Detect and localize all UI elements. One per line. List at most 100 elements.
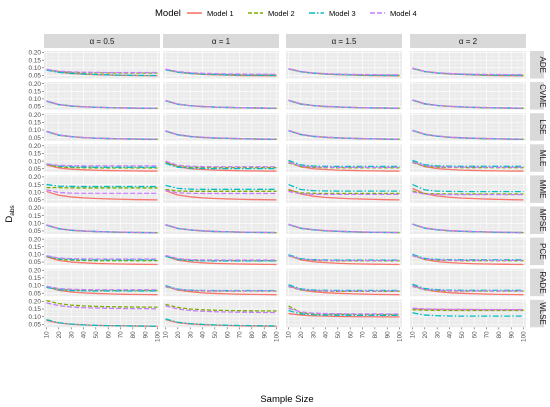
panel (410, 144, 526, 172)
column-strip (286, 34, 402, 48)
column-strip (44, 34, 160, 48)
panel (286, 206, 402, 234)
series-line (288, 129, 400, 140)
series-line (165, 305, 277, 314)
series-line (288, 285, 400, 292)
y-tick-label: 0.10 (29, 221, 42, 228)
x-tick-label: 80 (249, 331, 256, 339)
row-strip-label: MPSE (538, 209, 547, 232)
series-line (412, 312, 524, 317)
series-line (46, 286, 158, 292)
y-tick-label: 0.20 (29, 205, 42, 212)
series-line (46, 302, 158, 310)
panel (44, 82, 160, 110)
x-tick-label: 60 (347, 331, 354, 339)
row-strip-label: MLE (538, 150, 547, 166)
row-strip (530, 268, 544, 297)
panel (44, 144, 160, 172)
series-line (165, 285, 277, 292)
panel (44, 51, 160, 79)
panel (163, 175, 279, 203)
panel (410, 268, 526, 297)
series-line (288, 183, 400, 192)
panel (410, 51, 526, 79)
panel (286, 51, 402, 79)
x-tick-label: 70 (118, 331, 125, 339)
column-strip-label: α = 2 (459, 37, 478, 46)
series-line (288, 255, 400, 262)
x-tick-label: 60 (105, 331, 112, 339)
y-tick-label: 0.05 (29, 73, 42, 80)
y-tick-label: 0.10 (29, 283, 42, 290)
series-line (165, 255, 277, 262)
series-line (288, 160, 400, 172)
x-tick-label: 30 (310, 331, 317, 339)
y-tick-label: 0.05 (29, 259, 42, 266)
x-tick-label: 40 (447, 331, 454, 339)
x-tick-label: 60 (471, 331, 478, 339)
series-line (46, 189, 158, 194)
x-tick-label: 60 (224, 331, 231, 339)
y-tick-label: 0.05 (29, 321, 42, 328)
series-line (46, 164, 158, 172)
series-line (288, 309, 400, 317)
panel (286, 113, 402, 141)
panel (163, 206, 279, 234)
panel (163, 268, 279, 297)
legend-entry: Model 3 (329, 9, 356, 18)
y-tick-label: 0.20 (29, 236, 42, 243)
strip-prefix: α = (332, 37, 346, 46)
series-line (412, 309, 524, 312)
y-tick-label: 0.15 (29, 151, 42, 158)
x-axis-title: Sample Size (260, 394, 313, 405)
panel (410, 237, 526, 266)
x-tick-label: 80 (130, 331, 137, 339)
y-tick-label: 0.10 (29, 189, 42, 196)
series-line (412, 160, 524, 172)
strip-prefix: α = (90, 37, 104, 46)
row-strip (530, 206, 544, 234)
row-strip (530, 82, 544, 110)
x-tick-label: 90 (384, 331, 391, 339)
y-tick-label: 0.15 (29, 88, 42, 95)
x-tick-label: 10 (286, 331, 293, 339)
strip-value: 1.5 (345, 37, 357, 46)
y-axis-title-main: D (4, 216, 15, 223)
x-tick-label: 90 (142, 331, 149, 339)
x-tick-label: 40 (81, 331, 88, 339)
y-tick-label: 0.05 (29, 135, 42, 142)
x-tick-label: 70 (237, 331, 244, 339)
y-tick-label: 0.05 (29, 290, 42, 297)
row-strip-label: CVME (538, 84, 547, 107)
y-tick-label: 0.05 (29, 228, 42, 235)
x-tick-label: 20 (175, 331, 182, 339)
strip-value: 1 (226, 37, 231, 46)
series-line (165, 303, 277, 312)
series-line (412, 254, 524, 262)
x-tick-label: 10 (410, 331, 417, 339)
panel (163, 237, 279, 266)
series-line (165, 190, 277, 201)
series-line (165, 162, 277, 170)
panel: 10 20 30 40 50 60 70 80 90 100 (163, 299, 281, 342)
series-line (165, 162, 277, 169)
series-line (412, 307, 524, 311)
series-line (46, 163, 158, 168)
x-tick-label: 20 (298, 331, 305, 339)
column-strip-label: α = 0.5 (90, 37, 115, 46)
panel (286, 237, 402, 266)
strip-value: 2 (473, 37, 478, 46)
legend: Model Model 1 Model 2 Model 3 Model 4 (155, 8, 417, 19)
row-strip-label: RADE (538, 271, 547, 293)
x-tick-label: 100 (155, 331, 162, 342)
x-tick-label: 20 (422, 331, 429, 339)
y-tick-label: 0.15 (29, 306, 42, 313)
series-line (165, 99, 277, 109)
series-line (288, 68, 400, 76)
x-tick-label: 10 (163, 331, 170, 339)
x-tick-label: 50 (335, 331, 342, 339)
series-line (46, 69, 158, 77)
series-line (165, 161, 277, 172)
x-tick-label: 50 (93, 331, 100, 339)
